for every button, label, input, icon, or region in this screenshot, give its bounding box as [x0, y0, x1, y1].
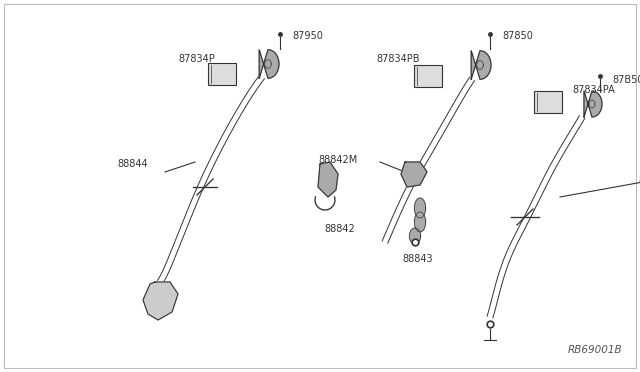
Text: 88842: 88842: [324, 224, 355, 234]
Polygon shape: [401, 162, 427, 187]
Polygon shape: [471, 51, 491, 79]
Text: 88844: 88844: [638, 175, 640, 185]
Text: RB69001B: RB69001B: [568, 345, 622, 355]
Polygon shape: [415, 212, 426, 232]
Text: 88844: 88844: [117, 159, 148, 169]
Text: 87B50: 87B50: [612, 75, 640, 85]
Text: 87834PA: 87834PA: [572, 85, 615, 95]
Text: 88843: 88843: [403, 254, 433, 264]
Bar: [534, 91, 562, 113]
Polygon shape: [415, 198, 426, 218]
Text: 87850: 87850: [502, 31, 533, 41]
Text: 87834PB: 87834PB: [376, 54, 420, 64]
Polygon shape: [318, 162, 338, 197]
Polygon shape: [259, 50, 279, 78]
Text: 87834P: 87834P: [179, 54, 215, 64]
Polygon shape: [143, 282, 178, 320]
Bar: [414, 65, 442, 87]
Polygon shape: [410, 228, 420, 244]
Polygon shape: [584, 91, 602, 117]
Text: 87950: 87950: [292, 31, 323, 41]
Text: 88842M: 88842M: [319, 155, 358, 165]
Bar: [208, 63, 236, 85]
